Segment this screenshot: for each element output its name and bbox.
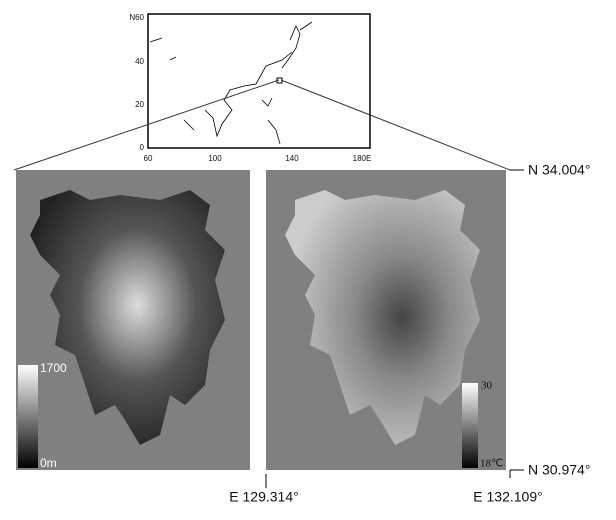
inset-map: N60 40 20 0 60 100 140 180E	[129, 13, 371, 163]
inset-frame	[148, 14, 370, 148]
y-tick-label: 0	[140, 143, 145, 152]
coordinate-label: N 30.974°	[528, 462, 590, 478]
colorbar-label: 0m	[40, 456, 57, 470]
x-tick-label: 60	[144, 154, 153, 163]
x-tick-label: 100	[208, 154, 222, 163]
colorbar-label: 30	[481, 380, 493, 392]
x-tick-label: 140	[285, 154, 299, 163]
colorbar-label: 1700	[40, 361, 67, 375]
colorbar	[462, 383, 478, 468]
coordinate-label: N 34.004°	[528, 162, 590, 178]
figure: N60 40 20 0 60 100 140 180E 1700 0m 30 1…	[0, 0, 616, 515]
y-tick-label: N60	[129, 13, 144, 22]
coordinate-label: E 132.109°	[473, 489, 542, 505]
x-tick-label: 180E	[353, 154, 372, 163]
coordinate-label: E 129.314°	[229, 489, 298, 505]
y-tick-label: 20	[135, 100, 144, 109]
temperature-map: 30 18℃	[266, 170, 506, 470]
tick	[510, 470, 524, 478]
elevation-map: 1700 0m	[16, 170, 250, 470]
colorbar-label: 18℃	[480, 458, 503, 470]
colorbar	[18, 365, 38, 468]
y-tick-label: 40	[135, 57, 144, 66]
